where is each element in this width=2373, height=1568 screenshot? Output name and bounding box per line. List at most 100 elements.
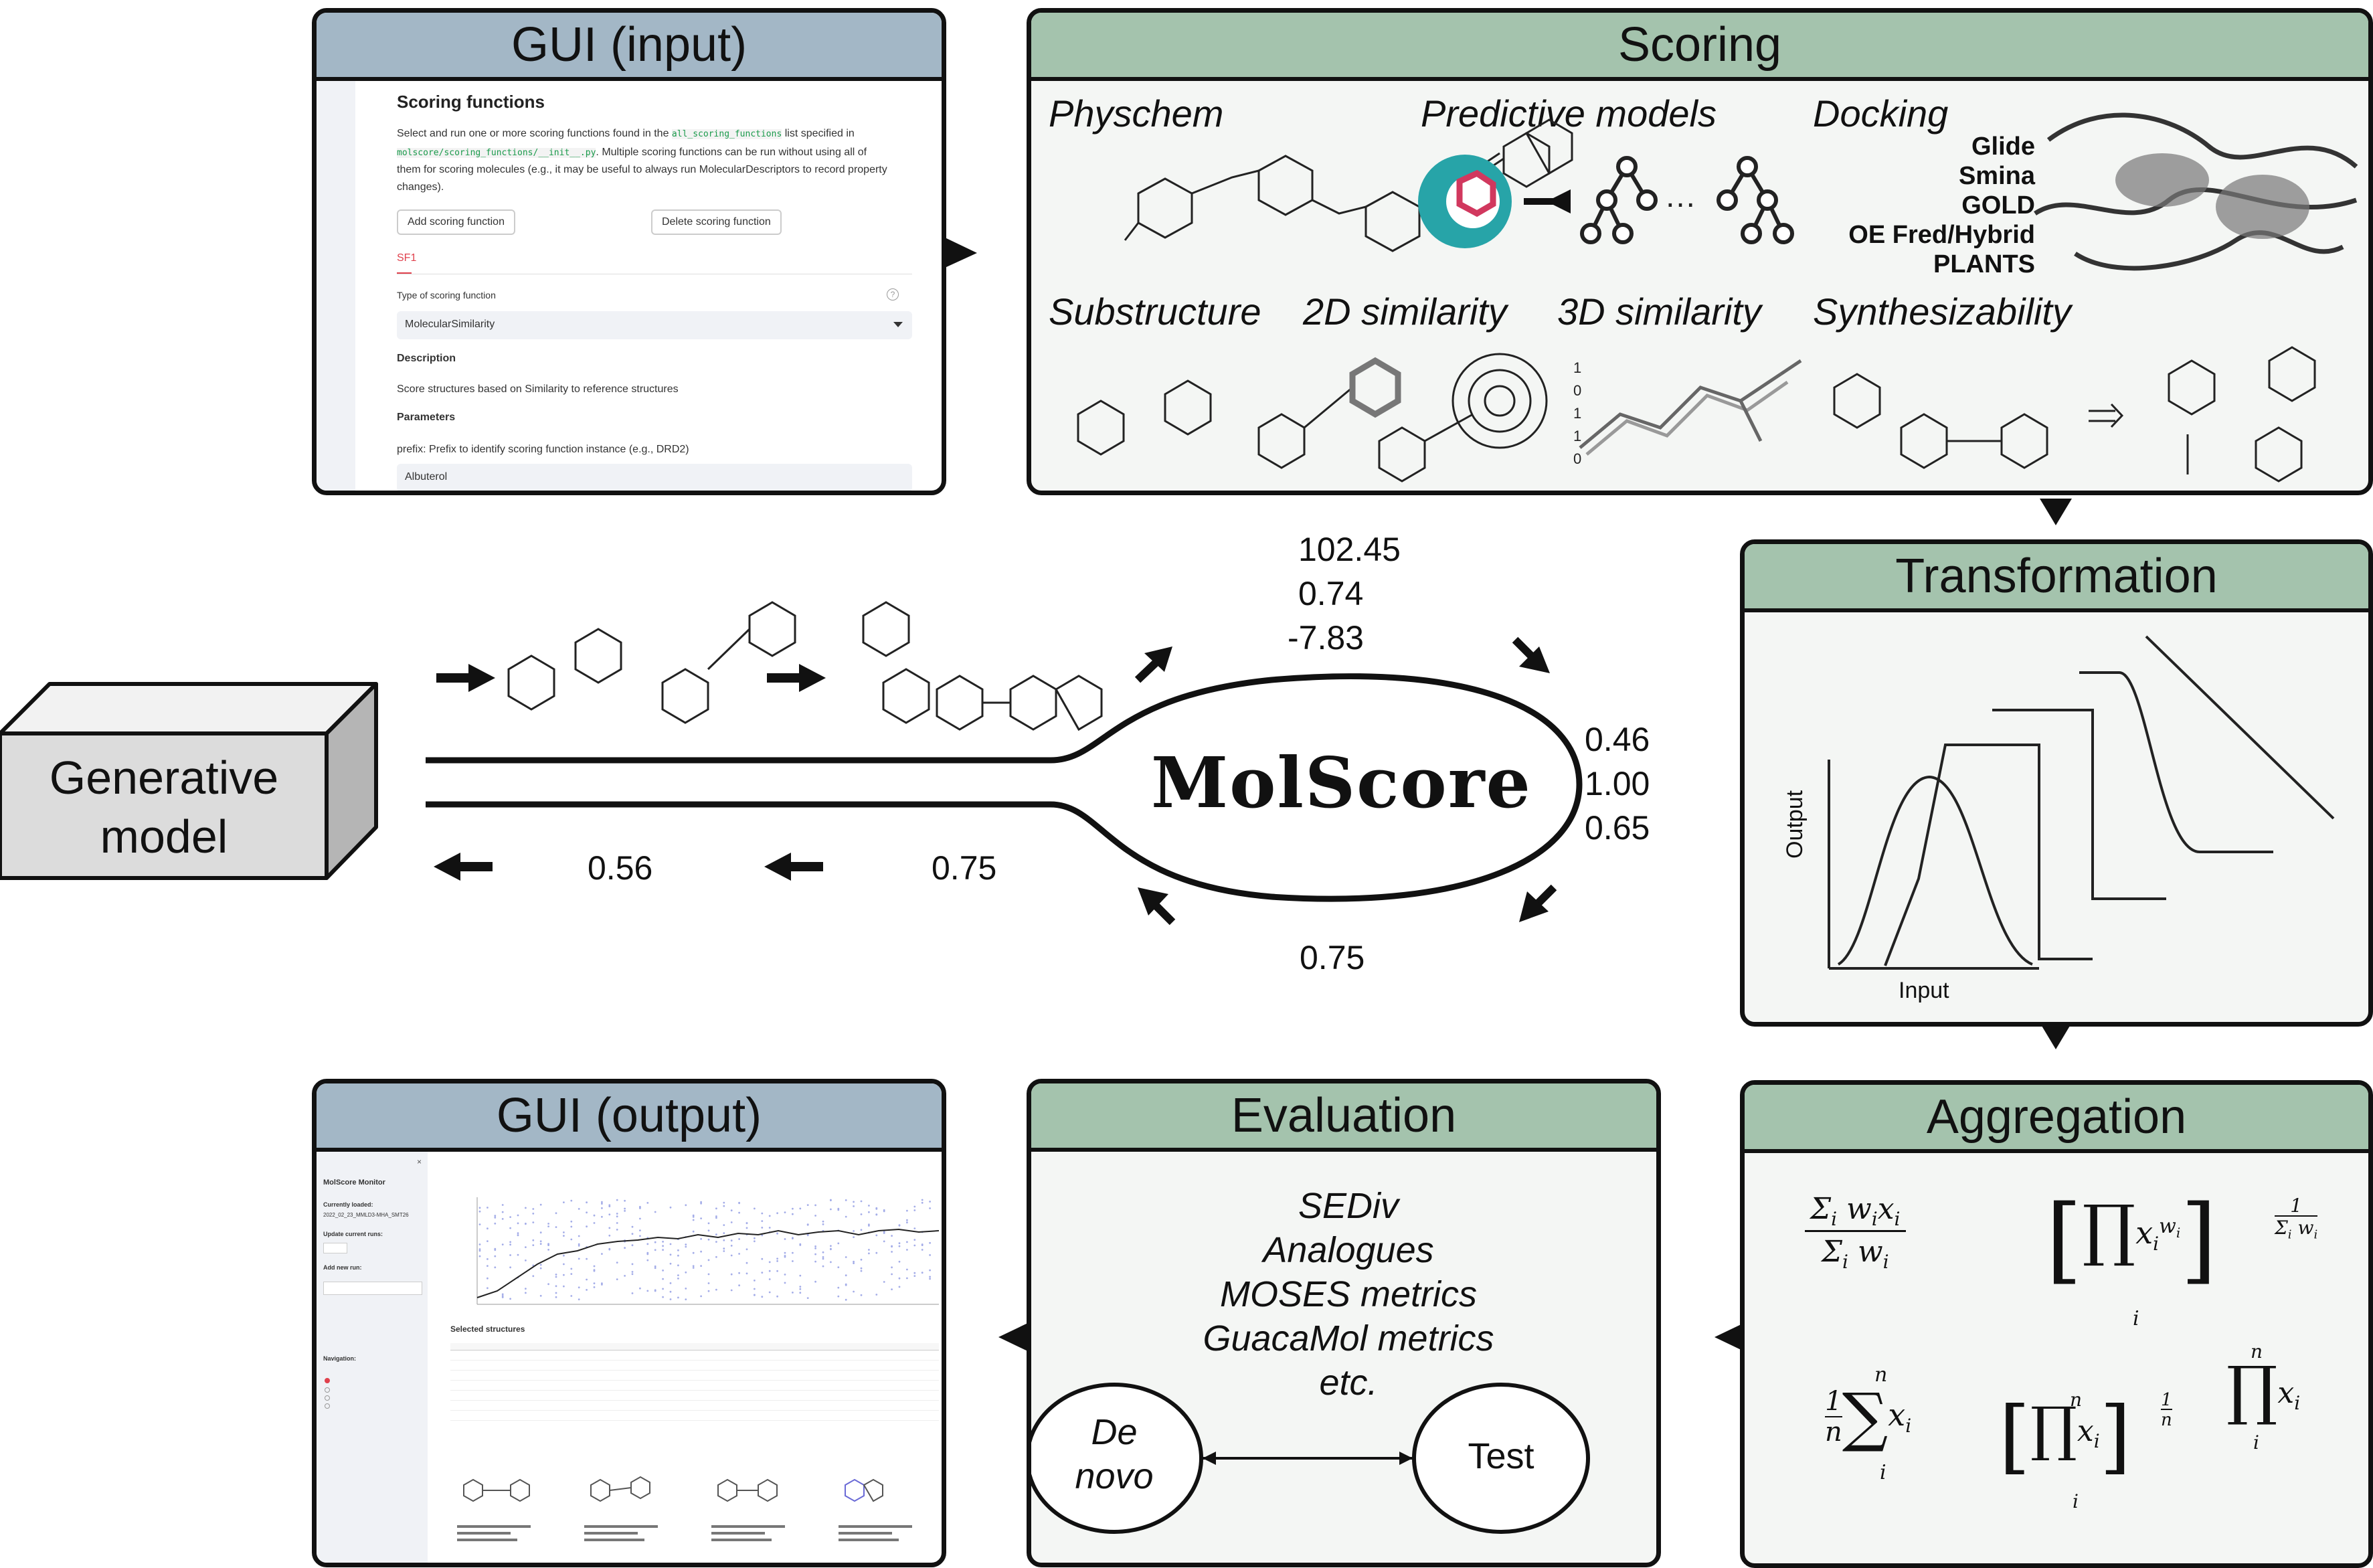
prefix-input[interactable]: Albuterol xyxy=(397,464,912,491)
scatter-point xyxy=(669,1262,672,1265)
scatter-point xyxy=(929,1278,931,1280)
scatter-point xyxy=(792,1260,794,1262)
scatter-point xyxy=(487,1277,489,1280)
scatter-point xyxy=(539,1267,542,1270)
scatter-point xyxy=(608,1205,611,1207)
prefix-label: prefix: Prefix to identify scoring funct… xyxy=(397,444,689,455)
scatter-point xyxy=(822,1251,824,1253)
scatter-point xyxy=(685,1271,687,1274)
close-icon[interactable]: × xyxy=(417,1157,422,1166)
scatter-point xyxy=(669,1253,672,1256)
nav-radio[interactable] xyxy=(325,1387,330,1393)
scatter-point xyxy=(822,1256,824,1258)
run-select[interactable] xyxy=(323,1282,422,1295)
scatter-point xyxy=(913,1272,916,1274)
scatter-point xyxy=(754,1240,756,1243)
synth-molecule-drawing xyxy=(1833,346,2316,483)
transformation-xlabel: Input xyxy=(1899,978,1949,1003)
scatter-point xyxy=(913,1227,916,1229)
scatter-point xyxy=(707,1282,710,1284)
evaluation-metric: GuacaMol metrics xyxy=(1203,1318,1494,1359)
description-heading: Description xyxy=(397,353,456,364)
scatter-point xyxy=(906,1221,908,1224)
flow-arrow-icon xyxy=(434,664,826,881)
structure-thumbnails xyxy=(457,1476,912,1541)
scatter-point xyxy=(494,1217,497,1219)
scatter-point xyxy=(669,1243,672,1245)
formula-weighted-geometric-mean: [∏xiwi] 1 Σi wi i xyxy=(2046,1185,2318,1330)
scatter-point xyxy=(799,1207,802,1210)
scatter-point xyxy=(853,1290,855,1293)
scatter-point xyxy=(898,1224,901,1227)
scatter-point xyxy=(868,1225,870,1227)
scatter-point xyxy=(929,1201,931,1203)
scatter-point xyxy=(837,1286,840,1289)
scatter-point xyxy=(707,1259,710,1261)
update-runs-label: Update current runs: xyxy=(323,1231,383,1237)
scatter-point xyxy=(822,1220,824,1223)
nav-radio-selected[interactable] xyxy=(325,1378,330,1383)
evaluation-metric: Analogues xyxy=(1263,1230,1434,1270)
scatter-point xyxy=(875,1213,878,1216)
scatter-point xyxy=(738,1253,740,1255)
substructure-label: Substructure xyxy=(1049,290,1261,333)
scatter-point xyxy=(509,1227,511,1229)
formula-product: ∏xi n i xyxy=(2226,1340,2301,1454)
scatter-point xyxy=(700,1250,702,1253)
scatter-point xyxy=(745,1261,748,1264)
docking-tool: Smina xyxy=(1958,162,2035,190)
substructure-molecule-drawing xyxy=(1077,357,1401,469)
scatter-point xyxy=(754,1280,756,1282)
scatter-point xyxy=(547,1243,549,1245)
scatter-point xyxy=(677,1296,679,1299)
add-scoring-function-button[interactable]: Add scoring function xyxy=(397,209,515,235)
scatter-point xyxy=(715,1217,717,1219)
scatter-point xyxy=(845,1199,847,1201)
molscore-center-label: MolScore xyxy=(1151,742,1532,824)
gui-input-heading: Scoring functions xyxy=(397,92,545,112)
scatter-point xyxy=(593,1282,596,1284)
scatter-point xyxy=(730,1245,733,1247)
scatter-point xyxy=(517,1253,519,1256)
scatter-point xyxy=(806,1204,809,1206)
scatter-point xyxy=(860,1267,863,1270)
scatter-point xyxy=(570,1238,573,1241)
nav-radio[interactable] xyxy=(325,1395,330,1401)
type-select-value: MolecularSimilarity xyxy=(405,319,495,330)
scatter-point xyxy=(723,1239,725,1241)
sim3d-drawing xyxy=(1579,359,1802,456)
transformed-score: 0.65 xyxy=(1585,809,1650,847)
scatter-point xyxy=(539,1240,542,1243)
evaluation-metric-list: SEDiv Analogues MOSES metrics GuacaMol m… xyxy=(1031,1184,1656,1405)
sim2d-label: 2D similarity xyxy=(1303,290,1507,333)
scatter-point xyxy=(532,1239,535,1241)
scatter-point xyxy=(539,1243,542,1245)
scatter-point xyxy=(868,1205,870,1207)
scatter-point xyxy=(509,1266,511,1269)
scatter-point xyxy=(517,1214,519,1217)
scatter-point xyxy=(525,1292,527,1294)
scatter-point xyxy=(616,1215,618,1218)
scatter-point xyxy=(845,1298,847,1301)
aggregation-panel: Aggregation Σi wixi Σi wi [∏xiwi] 1 Σi wi… xyxy=(1740,1080,2373,1568)
scatter-point xyxy=(501,1243,504,1245)
scatter-point xyxy=(738,1272,740,1274)
scatter-point xyxy=(525,1223,527,1225)
tab-sf1[interactable]: SF1 xyxy=(397,252,417,264)
scatter-point xyxy=(692,1215,695,1218)
scatter-point xyxy=(906,1219,908,1221)
scatter-point xyxy=(555,1285,557,1288)
scatter-point xyxy=(578,1243,580,1245)
scatter-point xyxy=(853,1260,855,1263)
nav-radio[interactable] xyxy=(325,1403,330,1409)
scatter-point xyxy=(921,1201,924,1204)
gui-input-desc-line3: them for scoring molecules (e.g., it may… xyxy=(397,164,887,175)
docking-tool: OE Fred/Hybrid xyxy=(1848,221,2035,249)
scatter-point xyxy=(692,1251,695,1254)
scatter-point xyxy=(685,1245,687,1248)
type-select[interactable]: MolecularSimilarity xyxy=(397,311,912,339)
delete-scoring-function-button[interactable]: Delete scoring function xyxy=(651,209,782,235)
scatter-point xyxy=(784,1211,786,1213)
scatter-point xyxy=(646,1251,649,1254)
refresh-button[interactable] xyxy=(323,1243,347,1253)
